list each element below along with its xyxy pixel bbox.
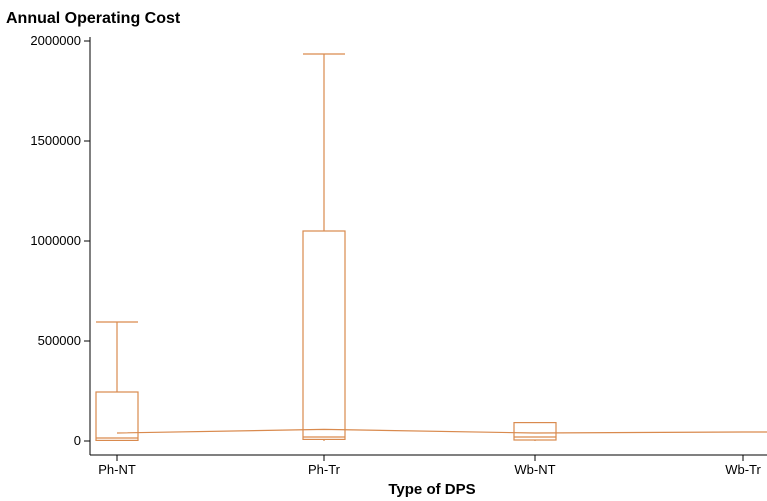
x-tick-label: Wb-NT [514, 462, 555, 477]
y-tick-label: 0 [74, 433, 81, 448]
mean-trend-line [116, 428, 767, 434]
y-tick-label: 1000000 [30, 233, 81, 248]
y-tick-label: 2000000 [30, 33, 81, 48]
y-tick-label: 1500000 [30, 133, 81, 148]
x-tick-label: Ph-Tr [308, 462, 341, 477]
y-tick-label: 500000 [38, 333, 81, 348]
box-Ph-Tr [302, 230, 346, 440]
x-axis-title: Type of DPS [388, 481, 475, 498]
x-tick-label: Wb-Tr [725, 462, 761, 477]
plot-area: 0 500000 1000000 1500000 2000000 Ph-NT Ph-Tr Wb… [30, 33, 767, 477]
chart-title: Annual Operating Cost [6, 10, 181, 27]
x-tick-label: Ph-NT [98, 462, 136, 477]
